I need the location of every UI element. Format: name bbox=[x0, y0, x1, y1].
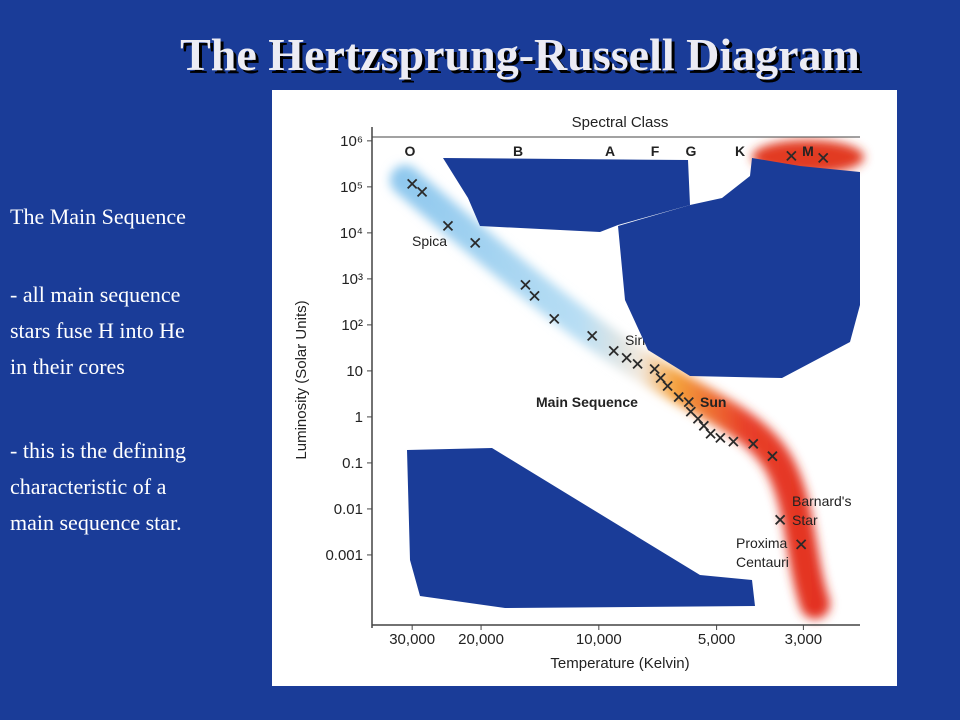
star-point bbox=[632, 358, 643, 370]
y-tick-label: 0.1 bbox=[342, 455, 363, 472]
body-line: - this is the defining bbox=[10, 438, 186, 463]
star-point bbox=[470, 237, 481, 248]
star-point bbox=[818, 152, 829, 163]
cover-blob bbox=[443, 158, 690, 232]
star-point bbox=[775, 514, 786, 525]
spectral-class: F bbox=[651, 143, 660, 159]
y-axis-label: Luminosity (Solar Units) bbox=[293, 300, 310, 459]
spectral-class: K bbox=[735, 143, 745, 159]
star-point bbox=[662, 380, 673, 392]
annotation: Centauri bbox=[736, 554, 789, 570]
x-tick-label: 30,000 bbox=[389, 631, 435, 648]
body-line: - all main sequence bbox=[10, 282, 180, 307]
star-point bbox=[796, 539, 807, 550]
star-point bbox=[442, 220, 454, 231]
star-point bbox=[715, 432, 726, 444]
y-tick-label: 10⁶ bbox=[340, 133, 363, 150]
spectral-class: G bbox=[686, 143, 697, 159]
x-tick-label: 5,000 bbox=[698, 631, 736, 648]
cover-blob bbox=[618, 158, 860, 378]
star-point bbox=[529, 290, 540, 302]
annotation: Main Sequence bbox=[536, 394, 638, 410]
y-tick-label: 0.01 bbox=[334, 501, 363, 518]
annotation: Barnard's bbox=[792, 493, 851, 509]
y-tick-label: 0.001 bbox=[325, 547, 363, 564]
star-point bbox=[728, 436, 739, 447]
star-point bbox=[587, 330, 598, 342]
annotation: Spica bbox=[412, 233, 447, 249]
y-tick-label: 10 bbox=[346, 363, 363, 380]
star-point bbox=[673, 391, 684, 403]
body-line: in their cores bbox=[10, 354, 125, 379]
main-sequence-band bbox=[390, 165, 830, 619]
y-tick-label: 10⁵ bbox=[340, 179, 363, 196]
star-point bbox=[621, 352, 632, 363]
x-tick-label: 3,000 bbox=[785, 631, 823, 648]
x-tick-label: 20,000 bbox=[458, 631, 504, 648]
body-line: characteristic of a bbox=[10, 474, 167, 499]
star-point bbox=[786, 150, 797, 161]
star-point bbox=[649, 363, 660, 375]
body-line: The Main Sequence bbox=[10, 204, 186, 229]
spectral-class: A bbox=[605, 143, 615, 159]
spectral-class: M bbox=[802, 143, 814, 159]
star-point bbox=[416, 186, 428, 198]
spectral-class: O bbox=[405, 143, 416, 159]
star-point bbox=[683, 396, 694, 408]
annotation: Star bbox=[792, 512, 818, 528]
spectral-class: B bbox=[513, 143, 523, 159]
y-tick-label: 10⁴ bbox=[340, 225, 363, 242]
annotation: Sun bbox=[700, 394, 726, 410]
y-tick-label: 10² bbox=[341, 317, 363, 334]
star-point bbox=[520, 279, 531, 291]
x-axis-label: Temperature (Kelvin) bbox=[550, 655, 689, 672]
y-tick-label: 1 bbox=[355, 409, 363, 426]
star-point bbox=[767, 451, 778, 462]
body-text: The Main Sequence - all main sequence sta… bbox=[10, 204, 186, 535]
spectral-class-label: Spectral Class bbox=[572, 114, 669, 131]
star-point bbox=[748, 438, 759, 449]
slide-title: The Hertzsprung-Russell Diagram bbox=[180, 29, 860, 80]
x-tick-label: 10,000 bbox=[576, 631, 622, 648]
cover-blob bbox=[407, 448, 755, 608]
star-point bbox=[705, 428, 716, 439]
star-point bbox=[407, 178, 418, 190]
star-point bbox=[608, 345, 619, 357]
y-tick-label: 10³ bbox=[341, 271, 363, 288]
annotation: Proxima bbox=[736, 535, 788, 551]
star-point bbox=[549, 313, 560, 325]
body-line: main sequence star. bbox=[10, 510, 182, 535]
body-line: stars fuse H into He bbox=[10, 318, 185, 343]
